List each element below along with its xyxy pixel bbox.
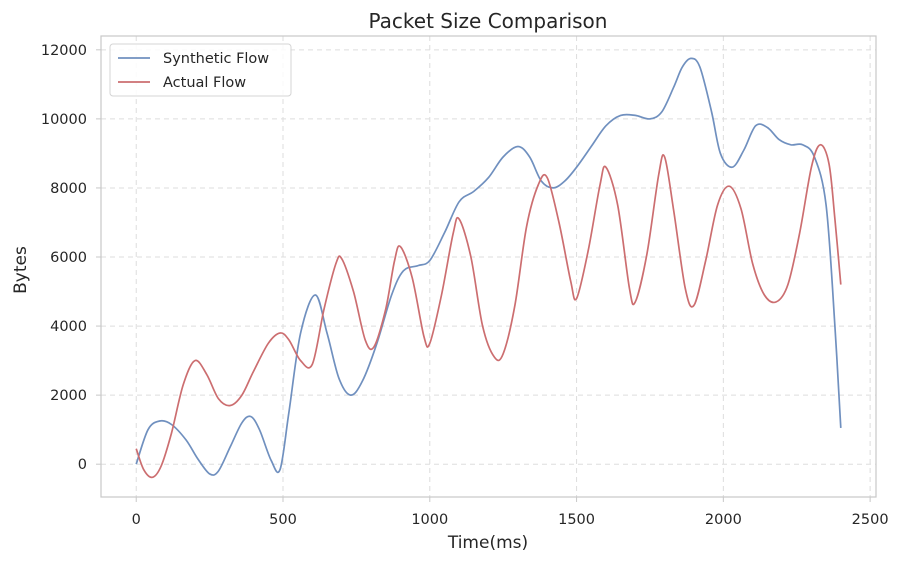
series-line-actual-flow bbox=[135, 143, 842, 479]
legend-box bbox=[109, 43, 292, 97]
x-tick-label: 2000 bbox=[705, 512, 742, 528]
legend-entry: Synthetic Flow bbox=[163, 51, 269, 67]
y-tick-label: 2000 bbox=[50, 388, 87, 404]
chart-title: Packet Size Comparison bbox=[369, 9, 608, 33]
y-tick-label: 12000 bbox=[41, 43, 87, 59]
grid-lines bbox=[101, 36, 876, 497]
y-tick-label: 8000 bbox=[50, 181, 87, 197]
series-line-synthetic-flow bbox=[135, 57, 842, 476]
plot-frame bbox=[100, 35, 877, 498]
axis-ticks: 0 500 1000 1500 2000 2500 0 2000 4000 6000 8000 100… bbox=[41, 43, 889, 528]
x-tick-label: 0 bbox=[132, 512, 141, 528]
y-axis-label: Bytes bbox=[11, 246, 31, 294]
y-tick-label: 0 bbox=[78, 457, 87, 473]
series-layer bbox=[135, 57, 842, 479]
y-tick-label: 6000 bbox=[50, 250, 87, 266]
x-tick-label: 1500 bbox=[558, 512, 595, 528]
x-tick-label: 1000 bbox=[411, 512, 448, 528]
x-tick-label: 2500 bbox=[852, 512, 889, 528]
x-tick-label: 500 bbox=[269, 512, 297, 528]
legend: Synthetic Flow Actual Flow bbox=[109, 43, 292, 97]
x-axis-label: Time(ms) bbox=[447, 533, 528, 553]
y-tick-label: 4000 bbox=[50, 319, 87, 335]
y-tick-label: 10000 bbox=[41, 112, 87, 128]
legend-entry: Actual Flow bbox=[163, 75, 246, 91]
